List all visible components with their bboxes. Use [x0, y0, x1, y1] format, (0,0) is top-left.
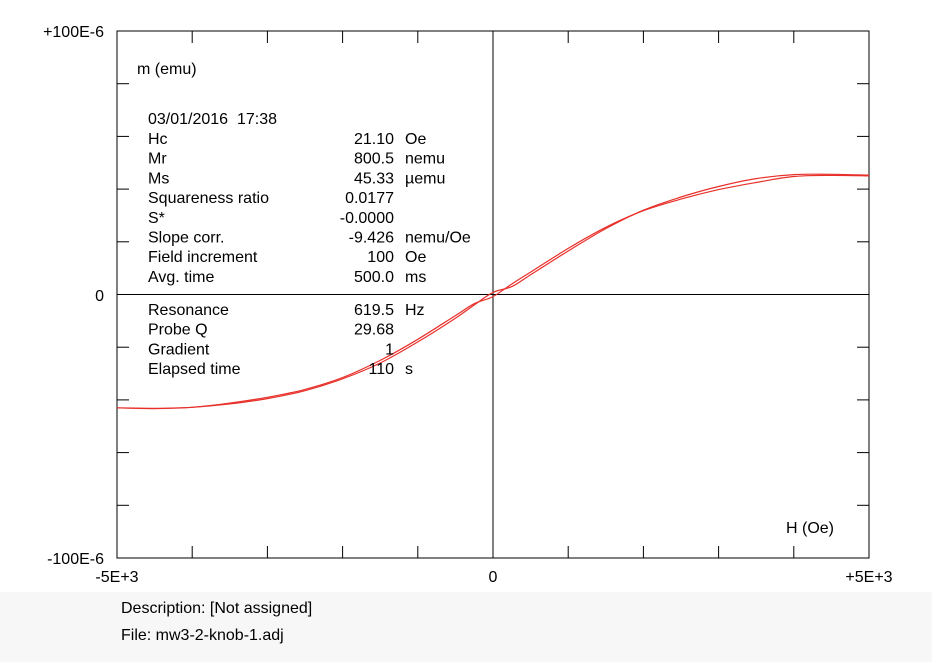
measurement-info-panel: 03/01/2016 17:38 Hc 21.10 Oe Mr 800.5 nemu Ms 4…	[148, 111, 471, 378]
info-value: 619.5	[354, 302, 394, 319]
info-value: -9.426	[349, 230, 394, 247]
info-value: 21.10	[354, 131, 394, 148]
description-text: Description: [Not assigned]	[121, 600, 313, 617]
info-unit: Oe	[405, 249, 426, 266]
info-value: 500.0	[354, 269, 394, 286]
info-label: Gradient	[148, 341, 210, 358]
info-label: Slope corr.	[148, 230, 224, 247]
info-label: Mr	[148, 151, 167, 168]
info-value: 110	[368, 361, 394, 378]
info-value: 100	[367, 249, 394, 266]
info-unit: ms	[405, 269, 426, 286]
file-name-text: File: mw3-2-knob-1.adj	[121, 627, 284, 644]
file-info-footer: Description: [Not assigned] File: mw3-2-…	[0, 592, 932, 662]
info-value: 45.33	[354, 170, 394, 187]
info-unit: nemu	[405, 151, 445, 168]
info-unit: nemu/Oe	[405, 230, 471, 247]
x-axis-label: H (Oe)	[786, 520, 834, 537]
info-unit: Hz	[405, 302, 425, 319]
info-value: 0.0177	[345, 190, 394, 207]
info-label: Hc	[148, 131, 168, 148]
info-label: Squareness ratio	[148, 190, 269, 207]
info-unit: s	[405, 361, 413, 378]
hysteresis-plot: +100E-6 0 -100E-6 -5E+3 0 +5E+3 m (emu) …	[43, 24, 893, 586]
series-line-descending	[116, 173, 870, 409]
info-label: Ms	[148, 170, 169, 187]
info-label: Field increment	[148, 249, 258, 266]
info-label: Elapsed time	[148, 361, 241, 378]
info-label: Avg. time	[148, 269, 215, 286]
y-tick-label-top: +100E-6	[43, 24, 104, 41]
y-tick-label-zero: 0	[95, 288, 104, 305]
info-label: S*	[148, 210, 165, 227]
info-unit: µemu	[405, 170, 445, 187]
info-unit: Oe	[405, 131, 426, 148]
info-value: 800.5	[354, 151, 394, 168]
info-label: Probe Q	[148, 322, 208, 339]
series-curves	[116, 173, 870, 410]
y-axis-label: m (emu)	[137, 61, 197, 78]
info-label: Resonance	[148, 302, 229, 319]
series-line-ascending	[116, 174, 870, 410]
info-value: 29.68	[354, 322, 394, 339]
x-tick-label-left: -5E+3	[95, 569, 138, 586]
measurement-datetime: 03/01/2016 17:38	[148, 111, 277, 128]
y-tick-label-bottom: -100E-6	[47, 551, 104, 568]
x-tick-label-right: +5E+3	[845, 569, 892, 586]
x-tick-label-zero: 0	[489, 569, 498, 586]
info-value: -0.0000	[340, 210, 394, 227]
info-value: 1	[385, 341, 394, 358]
